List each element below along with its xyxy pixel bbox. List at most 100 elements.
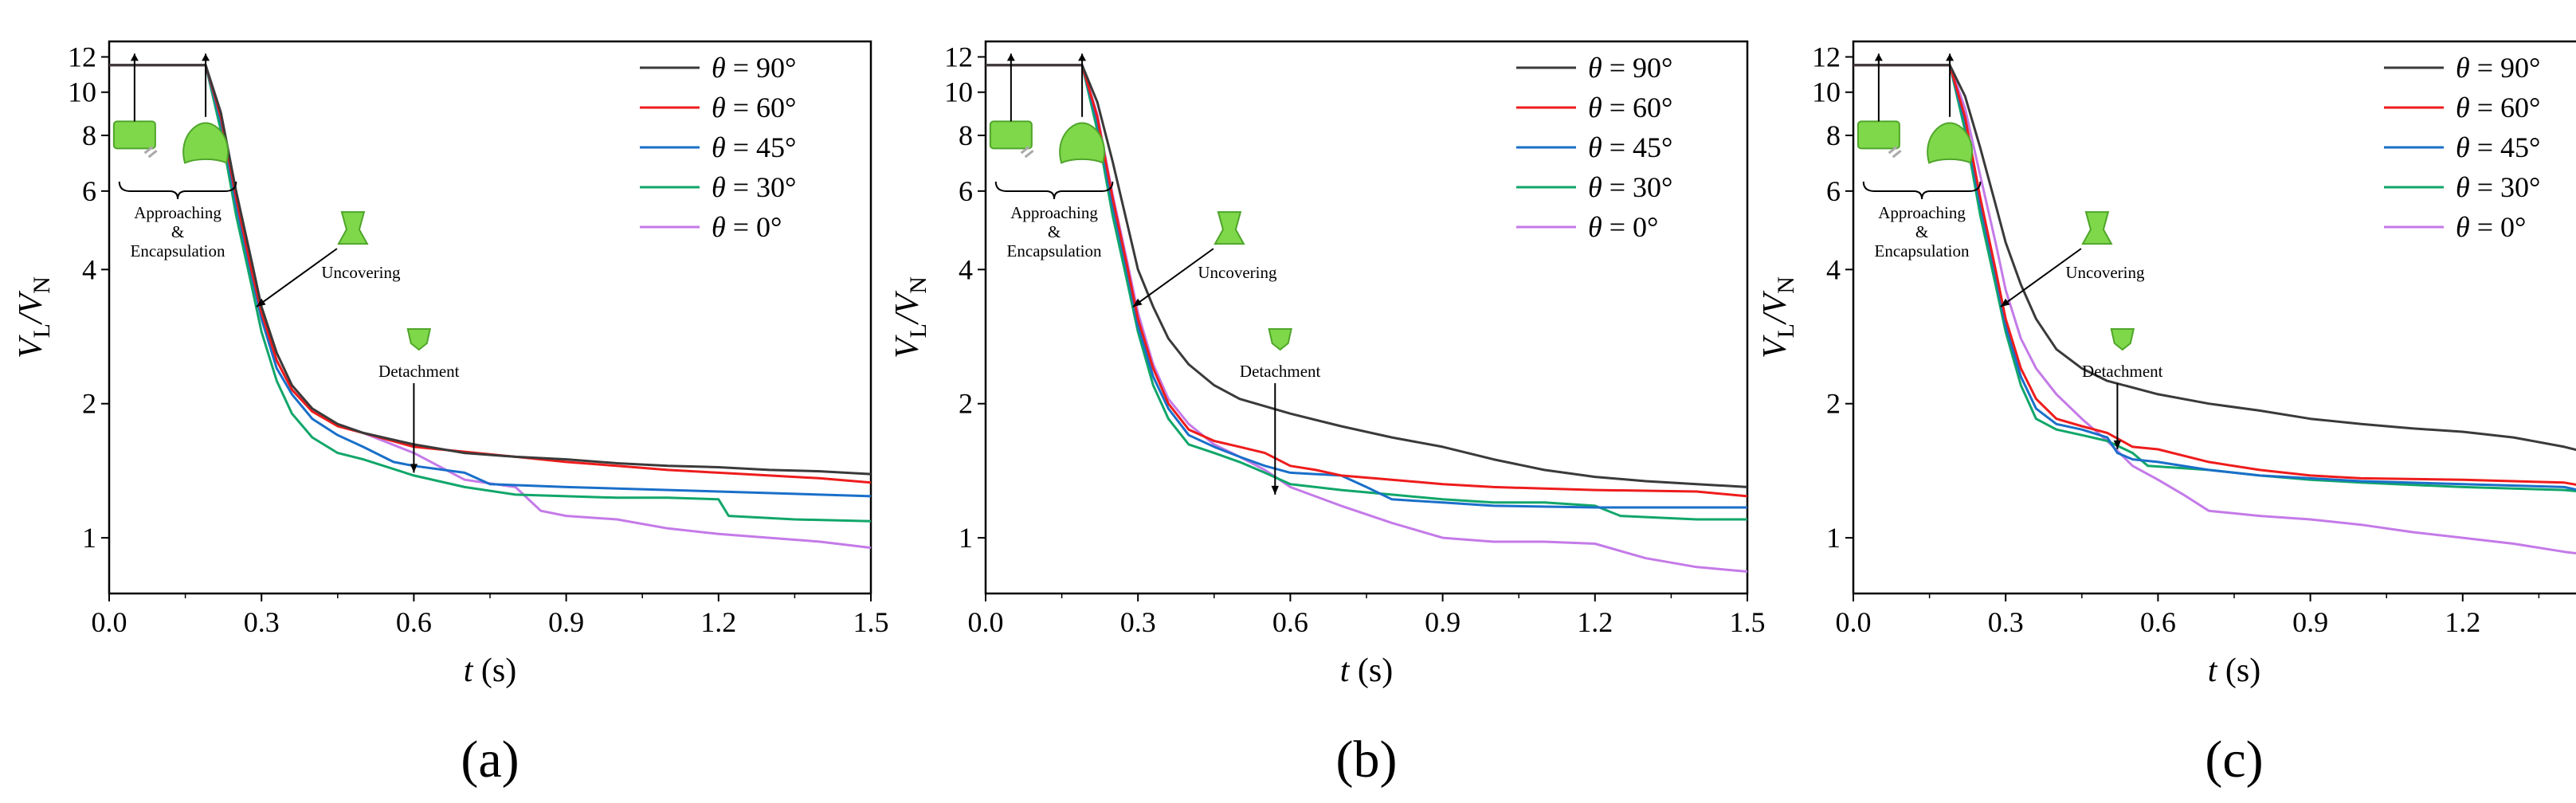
annotation-encapsulation: Encapsulation (131, 241, 225, 260)
uncovering-icon (337, 211, 369, 245)
annotation-approaching: Approaching (134, 203, 222, 222)
legend-theta: θ (712, 52, 726, 84)
series-line-theta-45 (1853, 64, 2576, 492)
y-tick-label: 4 (82, 253, 96, 285)
droplet-icon (182, 122, 229, 164)
x-label-var: t (2208, 652, 2218, 689)
stripe-icon (1020, 146, 1034, 159)
block-icon (112, 120, 156, 150)
y-tick-label: 10 (944, 76, 973, 108)
y-tick-label: 1 (959, 522, 973, 554)
uncovering-arrow (1132, 248, 1214, 307)
y-label-num-sub: L (1773, 323, 1799, 338)
y-label-den-sub: N (1773, 276, 1799, 294)
y-axis-label: VL/VN (13, 276, 55, 358)
x-tick-label: 1.5 (1730, 606, 1766, 638)
legend-theta: θ (2456, 92, 2470, 123)
arrowhead-icon (1078, 53, 1087, 61)
legend-label-30: θ = 30° (2456, 171, 2540, 203)
legend-theta: θ (2456, 171, 2470, 203)
legend-label-0: θ = 0° (2456, 211, 2526, 243)
series-line-theta-45 (986, 64, 1747, 509)
legend-theta: θ (2456, 131, 2470, 163)
legend-label-60: θ = 60° (2456, 92, 2540, 123)
legend-label-45: θ = 45° (2456, 131, 2540, 163)
x-tick-label: 0.3 (1120, 606, 1156, 638)
legend-theta: θ (1588, 131, 1602, 163)
y-tick-label: 2 (959, 388, 973, 420)
arrowhead-icon (2000, 298, 2010, 307)
x-axis-label: t (s) (464, 652, 517, 689)
arrowhead-icon (410, 464, 418, 473)
x-tick-label: 0.9 (1425, 606, 1461, 638)
legend-theta: θ (2456, 211, 2470, 243)
series-line-theta-60 (986, 64, 1748, 498)
y-tick-label: 4 (1826, 253, 1841, 285)
annotation-uncovering: Uncovering (1198, 263, 1277, 282)
legend-label-90: θ = 90° (2456, 52, 2540, 84)
arrowhead-icon (1946, 53, 1955, 61)
arrowhead-icon (130, 53, 139, 61)
legend-value: = 30° (2470, 171, 2541, 203)
y-label-slash: /V (889, 290, 926, 325)
detachment-icon (1268, 327, 1292, 351)
y-tick-label: 8 (1826, 119, 1841, 151)
y-tick-label: 1 (1826, 522, 1841, 554)
legend-label-90: θ = 90° (712, 52, 796, 84)
legend-label-45: θ = 45° (712, 131, 796, 163)
arrowhead-icon (2113, 440, 2122, 449)
series-line-theta-30 (986, 64, 1747, 521)
brace-icon (1862, 181, 1982, 200)
brace-icon (994, 181, 1114, 200)
block-icon (989, 120, 1033, 150)
stripe-icon (143, 146, 158, 159)
detachment-icon (406, 327, 432, 351)
y-label-slash: /V (1757, 290, 1794, 325)
x-tick-label: 0.0 (968, 606, 1004, 638)
arrowhead-icon (202, 53, 210, 61)
panel-label: (c) (2205, 731, 2263, 789)
arrowhead-icon (1132, 298, 1143, 307)
annotation-encapsulation: Encapsulation (1007, 241, 1102, 260)
block-icon (1857, 120, 1900, 150)
legend-theta: θ (1588, 92, 1602, 123)
panel-label: (b) (1336, 731, 1398, 789)
annotation-approaching: Approaching (1010, 203, 1098, 222)
legend-value: = 0° (1602, 211, 1659, 243)
x-tick-label: 0.6 (396, 606, 432, 638)
annotation-encapsulation: Encapsulation (1875, 241, 1970, 260)
legend-theta: θ (712, 131, 726, 163)
series-line-theta-90 (986, 64, 1748, 488)
legend-value: = 90° (1602, 52, 1673, 84)
x-axis-label: t (s) (1340, 652, 1394, 689)
x-tick-label: 0.6 (2140, 606, 2176, 638)
legend-value: = 60° (726, 92, 797, 123)
legend-value: = 45° (2470, 131, 2541, 163)
y-tick-label: 1 (82, 522, 96, 554)
legend-theta: θ (1588, 171, 1602, 203)
legend-label-0: θ = 0° (712, 211, 782, 243)
x-tick-label: 1.2 (1577, 606, 1613, 638)
series-line-theta-30 (1853, 64, 2576, 492)
y-tick-label: 2 (1826, 388, 1841, 420)
y-axis-label: VL/VN (889, 276, 931, 358)
x-tick-label: 1.5 (853, 606, 889, 638)
x-label-unit: (s) (1349, 652, 1393, 689)
uncovering-arrow (2000, 248, 2082, 307)
legend-theta: θ (1588, 211, 1602, 243)
y-tick-label: 12 (68, 41, 96, 72)
y-tick-label: 10 (68, 76, 96, 108)
annotation-ampersand: & (1048, 222, 1061, 241)
y-tick-label: 6 (959, 175, 973, 207)
x-tick-label: 0.0 (1836, 606, 1872, 638)
series-line-theta-0 (1853, 64, 2576, 555)
y-tick-label: 12 (1812, 41, 1841, 72)
y-label-slash: /V (13, 290, 49, 325)
legend-theta: θ (712, 171, 726, 203)
y-label-num: V (1757, 335, 1794, 358)
y-label-num: V (889, 335, 926, 358)
x-tick-label: 0.6 (1272, 606, 1308, 638)
legend-label-0: θ = 0° (1588, 211, 1658, 243)
x-label-unit: (s) (2217, 652, 2260, 689)
